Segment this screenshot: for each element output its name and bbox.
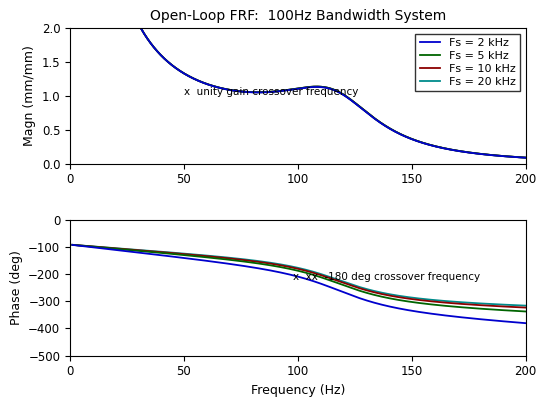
Fs = 2 kHz — [263, 90, 270, 95]
Fs = 20 kHz — [508, 154, 515, 159]
Line: Fs = 10 kHz: Fs = 10 kHz — [72, 0, 526, 158]
Line: Fs = 2 kHz: Fs = 2 kHz — [72, 0, 526, 158]
Fs = 20 kHz — [285, 88, 291, 93]
Fs = 10 kHz — [522, 155, 529, 160]
Fs = 10 kHz — [259, 90, 266, 95]
Fs = 5 kHz — [508, 154, 515, 159]
Fs = 20 kHz — [522, 155, 529, 160]
Fs = 10 kHz — [285, 88, 291, 93]
Line: Fs = 20 kHz: Fs = 20 kHz — [72, 0, 526, 158]
Title: Open-Loop FRF:  100Hz Bandwidth System: Open-Loop FRF: 100Hz Bandwidth System — [150, 9, 446, 23]
Fs = 10 kHz — [486, 152, 492, 157]
Text: x  xx  -180 deg crossover frequency: x xx -180 deg crossover frequency — [293, 272, 480, 282]
Fs = 5 kHz — [522, 155, 529, 160]
Fs = 20 kHz — [398, 132, 405, 137]
Fs = 5 kHz — [486, 152, 492, 157]
Legend: Fs = 2 kHz, Fs = 5 kHz, Fs = 10 kHz, Fs = 20 kHz: Fs = 2 kHz, Fs = 5 kHz, Fs = 10 kHz, Fs … — [416, 34, 520, 91]
Fs = 2 kHz — [259, 90, 266, 95]
Text: x  unity gain crossover frequency: x unity gain crossover frequency — [184, 87, 358, 97]
Fs = 10 kHz — [263, 90, 270, 95]
Fs = 10 kHz — [398, 132, 405, 137]
Fs = 5 kHz — [259, 90, 266, 95]
Fs = 2 kHz — [508, 154, 515, 159]
Y-axis label: Magn (mm/mm): Magn (mm/mm) — [23, 46, 36, 146]
Fs = 5 kHz — [263, 90, 270, 95]
Fs = 5 kHz — [398, 132, 405, 137]
Fs = 2 kHz — [522, 155, 529, 160]
Fs = 5 kHz — [285, 88, 291, 93]
Fs = 20 kHz — [486, 152, 492, 157]
Line: Fs = 5 kHz: Fs = 5 kHz — [72, 0, 526, 158]
Fs = 2 kHz — [486, 152, 492, 157]
X-axis label: Frequency (Hz): Frequency (Hz) — [251, 384, 345, 397]
Fs = 20 kHz — [263, 90, 270, 95]
Fs = 20 kHz — [259, 90, 266, 95]
Fs = 2 kHz — [398, 133, 405, 137]
Y-axis label: Phase (deg): Phase (deg) — [10, 250, 23, 325]
Fs = 10 kHz — [508, 154, 515, 159]
Fs = 2 kHz — [285, 88, 291, 93]
